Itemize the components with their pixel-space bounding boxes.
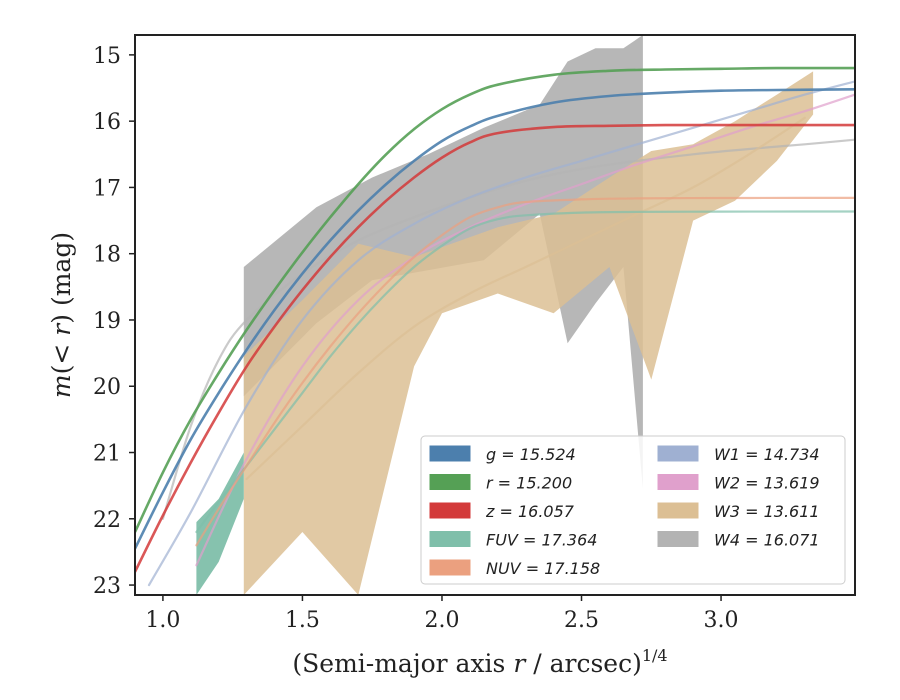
y-tick-label: 23 <box>93 574 121 599</box>
y-tick-label: 18 <box>93 243 121 268</box>
x-tick-label: 1.0 <box>145 608 180 633</box>
x-tick-label: 3.0 <box>704 608 739 633</box>
legend-swatch-g <box>429 445 471 462</box>
legend-label-w3: W3 = 13.611 <box>714 502 820 521</box>
plot-frame <box>134 34 856 596</box>
y-tick-label: 22 <box>93 508 121 533</box>
y-tick-label: 19 <box>93 309 121 334</box>
legend-swatch-fuv <box>429 531 471 547</box>
series-g-line <box>135 88 855 550</box>
series-lines <box>135 66 855 587</box>
y-axis-title: m(< r) (mag) <box>47 232 76 398</box>
legend-label-w2: W2 = 13.619 <box>714 474 820 493</box>
legend-swatch-w1 <box>657 445 699 462</box>
legend-label-fuv: FUV = 17.364 <box>486 531 597 550</box>
legend-swatch-z <box>429 502 471 519</box>
legend-label-w4: W4 = 16.071 <box>714 531 820 550</box>
series-nuv-line <box>195 196 855 547</box>
legend-swatch-nuv <box>429 559 471 576</box>
x-tick-label: 2.5 <box>564 608 599 633</box>
legend-label-w1: W1 = 14.734 <box>714 445 820 464</box>
x-axis-title: (Semi-major axis r / arcsec)1/4 <box>292 646 667 678</box>
y-tick-label: 16 <box>93 110 121 135</box>
plot-area <box>135 35 855 595</box>
x-tick-label: 1.5 <box>285 608 320 633</box>
legend-box <box>420 435 846 585</box>
legend-label-z: z = 16.057 <box>485 502 575 521</box>
legend-swatch-w2 <box>657 474 699 490</box>
y-tick-label: 21 <box>93 442 121 467</box>
series-w1-line <box>147 80 855 587</box>
legend-swatch-w3 <box>657 502 699 519</box>
legend: g = 15.524 r = 15.200 z = 16.057 FUV = 17.3… <box>420 435 846 585</box>
y-tick-label: 17 <box>93 176 121 201</box>
x-tick-label: 2.0 <box>424 608 459 633</box>
y-axis-ticks: 15 16 17 18 19 20 21 22 23 <box>93 44 135 599</box>
series-z-line <box>135 123 855 574</box>
series-fuv-line <box>195 210 855 534</box>
series-r-line <box>135 66 855 534</box>
band-w3 <box>243 71 814 595</box>
legend-swatch-r <box>429 474 471 490</box>
legend-items: g = 15.524 r = 15.200 z = 16.057 FUV = 17.3… <box>429 445 820 578</box>
x-axis-ticks: 1.0 1.5 2.0 2.5 3.0 <box>145 595 739 633</box>
legend-label-nuv: NUV = 17.158 <box>486 559 600 578</box>
legend-label-r: r = 15.200 <box>486 474 572 493</box>
y-tick-label: 20 <box>93 375 121 400</box>
legend-swatch-w4 <box>657 531 699 547</box>
y-tick-label: 15 <box>93 44 121 69</box>
legend-label-g: g = 15.524 <box>486 445 576 464</box>
series-w2-line <box>195 93 855 567</box>
series-w3-line <box>245 116 806 481</box>
